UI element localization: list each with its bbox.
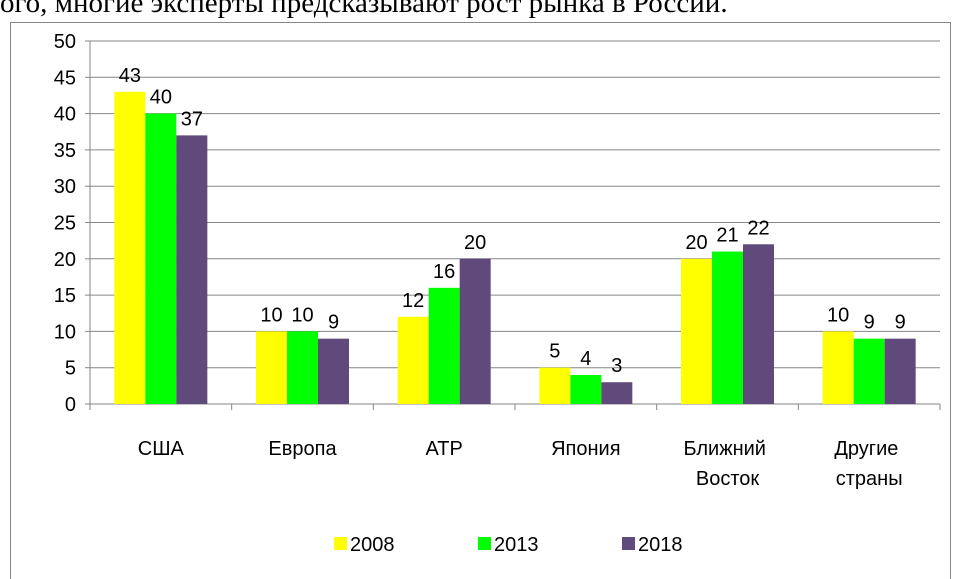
data-label: 9 [328,312,339,334]
y-tick-label: 5 [65,358,76,380]
y-tick-label: 25 [54,213,76,235]
data-label: 40 [150,87,172,109]
y-tick-label: 0 [65,394,76,416]
chart-border [10,22,951,579]
bar [681,258,712,404]
y-tick-label: 15 [54,285,76,307]
y-tick-label: 45 [54,67,76,89]
legend-label: 2008 [350,534,395,556]
bar [884,338,916,404]
data-label: 10 [827,304,849,326]
bar [601,382,633,404]
bar [743,244,774,404]
data-label: 3 [611,355,622,377]
bar [428,287,460,404]
data-label: 16 [433,261,455,283]
x-tick-label: Ближний Восток [683,438,771,490]
legend-label: 2018 [638,534,683,556]
bar [176,135,208,404]
data-label: 43 [119,65,141,87]
legend-swatch [622,537,635,550]
bar [712,251,743,404]
y-tick-label: 40 [54,104,76,126]
bar [459,258,491,404]
data-label: 9 [864,312,875,334]
y-tick-label: 30 [54,176,76,198]
data-label: 5 [549,341,560,363]
bar [318,338,349,404]
data-label: 37 [181,108,203,130]
header-text: ого, многие эксперты предсказывают рост … [0,0,728,19]
y-tick-label: 10 [54,321,76,343]
data-label: 12 [402,290,424,312]
legend-label: 2013 [494,534,539,556]
legend-swatch [334,537,347,550]
data-label: 20 [685,232,707,254]
bar [114,91,146,404]
data-label: 9 [895,312,906,334]
data-label: 20 [464,232,486,254]
x-tick-label: Другие страны [834,438,904,490]
bar [145,113,177,404]
y-tick-label: 20 [54,249,76,271]
data-label: 22 [747,217,769,239]
bar [822,331,854,404]
x-tick-label: США [138,438,185,460]
data-label: 10 [291,304,313,326]
bar [287,331,318,404]
data-label: 21 [716,225,738,247]
x-tick-label: Европа [268,438,337,460]
y-tick-label: 35 [54,140,76,162]
data-label: 10 [260,304,282,326]
bar [397,316,429,404]
x-tick-label: Япония [551,438,620,460]
x-tick-label: АТР [425,438,462,460]
legend-swatch [478,537,491,550]
data-label: 4 [580,348,591,370]
bar [853,338,885,404]
bar [539,367,571,404]
bar [256,331,287,404]
bar [570,374,602,404]
y-tick-label: 50 [54,31,76,53]
